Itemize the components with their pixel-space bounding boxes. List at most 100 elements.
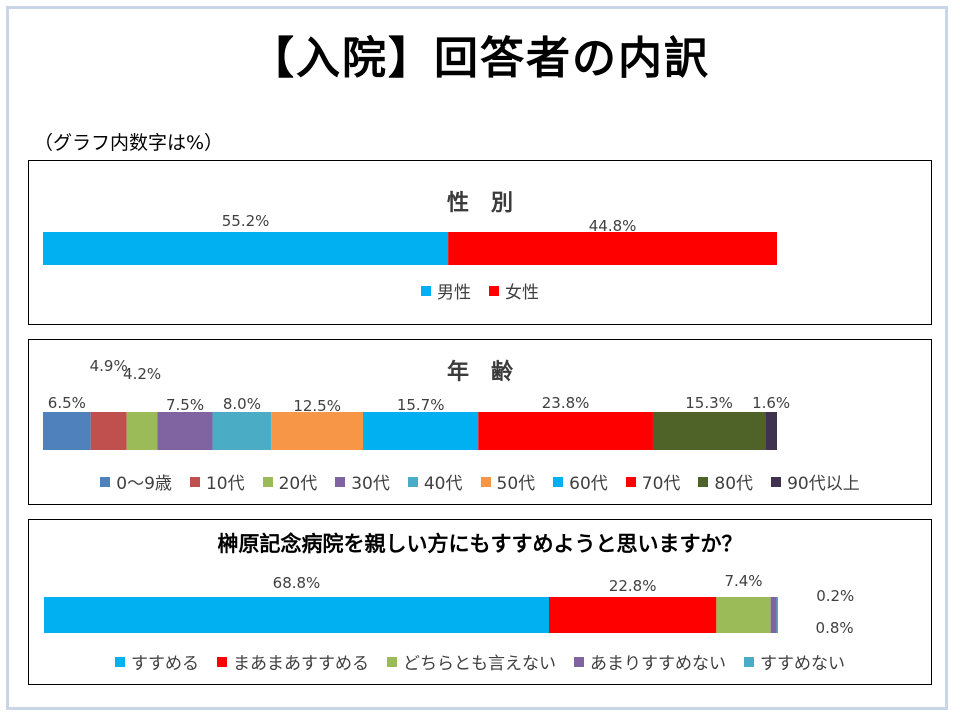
legend-swatch	[189, 476, 200, 487]
age-legend-item: 90代以上	[771, 469, 860, 494]
age-legend-item: 80代	[698, 469, 753, 494]
age-bar-segment	[363, 412, 479, 450]
age-data-label: 12.5%	[293, 397, 341, 415]
age-data-label: 6.5%	[48, 394, 86, 412]
age-data-label: 23.8%	[542, 394, 590, 412]
gender-legend-item: 男性	[421, 278, 471, 303]
legend-label: すすめる	[131, 654, 199, 674]
age-data-label: 4.9%	[90, 357, 128, 375]
legend-label: どちらとも言えない	[403, 654, 556, 674]
recommend-data-label: 68.8%	[273, 574, 321, 592]
legend-swatch	[625, 476, 636, 487]
legend-label: 60代	[569, 474, 608, 494]
gender-data-label: 44.8%	[589, 217, 637, 235]
legend-swatch	[698, 476, 709, 487]
legend-swatch	[489, 285, 499, 296]
gender-chart-legend: 男性 女性	[29, 278, 931, 303]
recommend-chart-legend: すすめる まあまあすすめる どちらとも言えない あまりすすめない すすめない	[29, 649, 931, 674]
legend-swatch	[421, 285, 431, 296]
legend-label: 20代	[278, 474, 318, 494]
gender-data-label: 55.2%	[222, 212, 270, 230]
legend-label: 80代	[714, 474, 754, 494]
age-legend-item: 10代	[189, 469, 245, 494]
legend-label: 男性	[437, 283, 471, 303]
recommend-chart-svg: 68.8% 22.8% 7.4% 0.8% 0.2%	[44, 572, 854, 637]
age-legend-item: 70代	[625, 469, 681, 494]
age-bar-segment	[652, 412, 766, 450]
legend-label: すすめない	[760, 654, 845, 674]
recommend-bar-segment	[770, 597, 777, 633]
recommend-legend-item: あまりすすめない	[574, 649, 726, 674]
legend-swatch	[553, 476, 564, 487]
age-bar-segment	[43, 412, 91, 450]
recommend-legend-item: まあまあすすめる	[217, 649, 369, 674]
legend-swatch	[744, 656, 754, 667]
legend-swatch	[217, 656, 227, 667]
legend-swatch	[407, 476, 418, 487]
gender-chart-svg: 55.2% 44.8%	[43, 212, 777, 265]
legend-label: 女性	[505, 283, 539, 303]
age-bar-segment	[212, 412, 272, 450]
recommend-chart-panel: 榊原記念病院を親しい方にもすすめようと思いますか？ 68.8% 22.8% 7.4%…	[28, 519, 932, 685]
legend-label: 0～9歳	[116, 474, 172, 494]
recommend-chart-title: 榊原記念病院を親しい方にもすすめようと思いますか？	[217, 532, 743, 556]
legend-label: 70代	[641, 474, 681, 494]
age-bar-segment	[157, 412, 213, 450]
legend-label: まあまあすすめる	[233, 654, 369, 674]
legend-label: 40代	[423, 474, 463, 494]
age-legend-item: 30代	[335, 469, 390, 494]
recommend-data-label: 22.8%	[609, 577, 657, 595]
age-legend-item: 40代	[407, 469, 463, 494]
age-chart-panel: 年 齢 6.5% 4.9% 4.2% 7.5% 8.0% 12.5% 15.7% 23.8% 1…	[28, 339, 932, 505]
recommend-bar-segment	[776, 597, 778, 633]
age-bar-segment	[90, 412, 127, 450]
recommend-bar-segment	[44, 597, 549, 633]
legend-label: 10代	[205, 474, 245, 494]
recommend-legend-item: すすめない	[744, 649, 845, 674]
legend-swatch	[574, 656, 584, 667]
age-bar-segment	[271, 412, 364, 450]
gender-bar-segment	[448, 232, 777, 265]
legend-label: あまりすすめない	[590, 654, 726, 674]
legend-swatch	[115, 656, 125, 667]
legend-label: 50代	[496, 474, 536, 494]
legend-swatch	[387, 656, 397, 667]
age-bar-segment	[765, 412, 777, 450]
age-chart-title: 年 齢	[446, 360, 513, 385]
age-data-label: 4.2%	[123, 365, 161, 383]
legend-swatch	[100, 476, 111, 487]
age-legend-item: 50代	[480, 469, 536, 494]
recommend-bar-segment	[548, 597, 717, 633]
age-data-label: 1.6%	[752, 394, 790, 412]
age-legend-item: 20代	[262, 469, 318, 494]
age-legend-item: 60代	[553, 469, 608, 494]
page-title: 【入院】回答者の内訳	[250, 33, 710, 84]
slide-frame	[6, 6, 948, 710]
recommend-data-label: 0.8%	[816, 619, 854, 637]
gender-chart-title: 性 別	[446, 191, 513, 216]
recommend-bar-segment	[716, 597, 771, 633]
gender-legend-item: 女性	[489, 278, 539, 303]
percent-note: （グラフ内数字は%）	[34, 132, 224, 154]
gender-chart-panel: 性 別 55.2% 44.8% 男性 女性	[28, 160, 932, 325]
legend-swatch	[335, 476, 346, 487]
recommend-legend-item: どちらとも言えない	[387, 649, 556, 674]
age-data-label: 8.0%	[223, 395, 261, 413]
legend-label: 30代	[351, 474, 390, 494]
age-bar-segment	[126, 412, 158, 450]
recommend-data-label: 0.2%	[816, 587, 854, 605]
age-data-label: 7.5%	[166, 396, 204, 414]
gender-bar-segment	[43, 232, 449, 265]
age-bar-segment	[478, 412, 653, 450]
age-chart-legend: 0～9歳 10代 20代 30代 40代 50代 60代 70代 80代 90代以上	[29, 469, 931, 494]
legend-swatch	[480, 476, 491, 487]
legend-swatch	[771, 476, 782, 487]
recommend-legend-item: すすめる	[115, 649, 199, 674]
age-legend-item: 0～9歳	[100, 469, 172, 494]
age-chart-svg: 6.5% 4.9%4.2% 7.5% 8.0% 12.5% 15.7% 23.8% 15.3%…	[43, 357, 790, 450]
recommend-data-label: 7.4%	[724, 572, 762, 590]
legend-swatch	[262, 476, 273, 487]
age-data-label: 15.7%	[397, 396, 445, 414]
age-data-label: 15.3%	[685, 394, 733, 412]
legend-label: 90代以上	[787, 474, 860, 494]
